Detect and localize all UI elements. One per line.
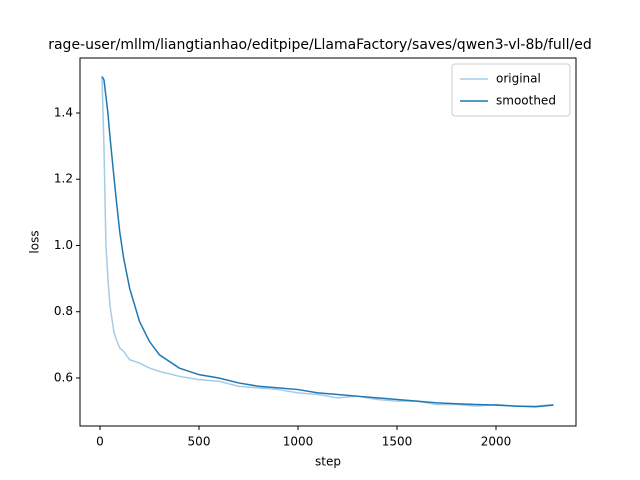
line-series	[101, 76, 554, 408]
chart-title: rage-user/mllm/liangtianhao/editpipe/Lla…	[48, 37, 592, 53]
y-tick-label: 1.4	[54, 105, 73, 119]
y-tick-label: 1.2	[54, 172, 73, 186]
line-series	[101, 76, 554, 407]
legend-label: smoothed	[496, 94, 556, 108]
y-tick-label: 1.0	[54, 238, 73, 252]
y-tick-label: 0.8	[54, 304, 73, 318]
legend-label: original	[496, 72, 541, 86]
x-tick-label: 1500	[382, 435, 413, 449]
x-tick-label: 500	[188, 435, 211, 449]
x-axis-label: step	[315, 455, 341, 469]
x-tick-label: 1000	[283, 435, 314, 449]
plot-frame	[79, 57, 577, 427]
legend-box	[451, 63, 571, 117]
x-tick-label: 2000	[481, 435, 512, 449]
y-tick-label: 0.6	[54, 370, 73, 384]
y-axis-label: loss	[28, 230, 42, 253]
x-tick-label: 0	[96, 435, 104, 449]
